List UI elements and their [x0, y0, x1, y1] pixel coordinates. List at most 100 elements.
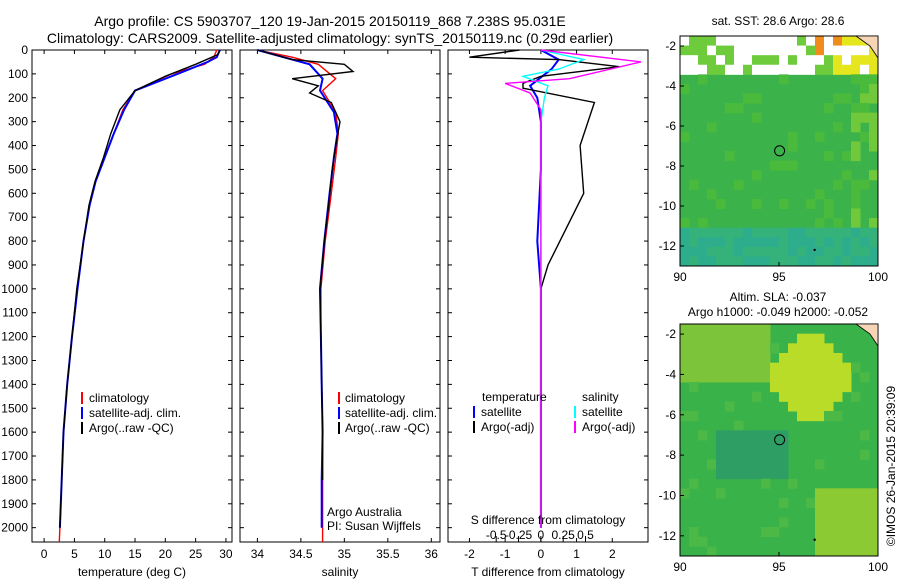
map-cell [770, 469, 780, 480]
map-cell [779, 55, 789, 66]
map-cell [860, 536, 870, 547]
map-cell [806, 227, 816, 238]
map-cell [689, 353, 699, 364]
map-cell [716, 333, 726, 344]
map-cell [860, 449, 870, 460]
map-cell [851, 208, 861, 219]
map-cell [725, 333, 735, 344]
map-cell [815, 64, 825, 75]
map-cell [815, 498, 825, 509]
map-cell [833, 122, 843, 133]
map-cell [851, 151, 861, 162]
map-cell [689, 237, 699, 248]
depth-tick-label: 100 [8, 67, 28, 81]
map-cell [698, 372, 708, 383]
x-tick-label: -1 [500, 547, 511, 561]
map-cell [734, 237, 744, 248]
map-cell [797, 237, 807, 248]
map-cell [725, 353, 735, 364]
map-cell [842, 64, 852, 75]
map-cell [761, 459, 771, 470]
map-cell [869, 93, 879, 104]
map-cell [833, 227, 843, 238]
map-cell [851, 36, 861, 47]
map-cell [860, 74, 870, 85]
depth-tick-label: 400 [8, 139, 28, 153]
map-cell [680, 488, 690, 499]
temperature-legend: climatology satellite-adj. clim. Argo(..… [81, 391, 181, 435]
map-cell [788, 45, 798, 56]
map-cell [869, 237, 879, 248]
map-cell [689, 246, 699, 257]
map-cell [707, 333, 717, 344]
map-cell [716, 64, 726, 75]
map-cell [833, 382, 843, 393]
map-cell [716, 198, 726, 209]
map-y-tick-label: -8 [665, 448, 676, 462]
map-cell [698, 353, 708, 364]
difference-panel-frame [447, 49, 649, 543]
map-cell [824, 353, 834, 364]
map-cell [725, 237, 735, 248]
map-cell [869, 170, 879, 181]
map-cell [770, 449, 780, 460]
salinity-panel-frame [239, 49, 441, 543]
map-x-tick-label: 90 [673, 560, 687, 574]
map-cell [698, 362, 708, 373]
map-cell [770, 382, 780, 393]
map-cell [716, 227, 726, 238]
map-cell [860, 93, 870, 104]
map-cell [815, 227, 825, 238]
map-cell [815, 55, 825, 66]
map-cell [761, 527, 771, 538]
sst-map-title: sat. SST: 28.6 Argo: 28.6 [712, 14, 845, 28]
map-cell [698, 343, 708, 354]
map-cell [842, 36, 852, 47]
map-cell [860, 507, 870, 518]
island-dot [813, 538, 816, 541]
map-cell [734, 440, 744, 451]
map-cell [770, 343, 780, 354]
map-cell [860, 83, 870, 94]
footer-stamp: ©IMOS 26-Jan-2015 20:39:09 [884, 386, 898, 547]
map-cell [743, 469, 753, 480]
map-cell [833, 498, 843, 509]
map-cell [725, 246, 735, 257]
map-cell [761, 64, 771, 75]
map-cell [815, 237, 825, 248]
map-cell [770, 459, 780, 470]
depth-tick-label: 1200 [1, 330, 28, 344]
map-cell [725, 430, 735, 441]
map-cell [707, 353, 717, 364]
map-cell [788, 160, 798, 171]
map-cell [689, 256, 699, 267]
map-cell [851, 218, 861, 229]
argo-location-marker [774, 145, 786, 157]
map-cell [680, 343, 690, 354]
x-tick-label: 0 [538, 547, 545, 561]
map-cell [689, 527, 699, 538]
map-cell [851, 391, 861, 402]
sla-map-subtitle: Argo h1000: -0.049 h2000: -0.052 [688, 305, 868, 319]
map-cell [716, 324, 726, 335]
map-cell [716, 343, 726, 354]
map-cell [869, 546, 879, 557]
map-cell [680, 256, 690, 267]
map-cell [716, 430, 726, 441]
map-cell [824, 45, 834, 56]
map-cell [788, 227, 798, 238]
map-cell [788, 64, 798, 75]
map-cell [707, 45, 717, 56]
map-cell [815, 362, 825, 373]
map-cell [833, 256, 843, 267]
map-cell [842, 372, 852, 383]
temperature-panel-frame [31, 49, 233, 543]
diff-legend-temp-satellite: satellite [481, 405, 522, 419]
map-cell [797, 372, 807, 383]
map-cell [779, 353, 789, 364]
s-tick-label: 0 [538, 528, 545, 542]
map-cell [743, 93, 753, 104]
map-cell [761, 469, 771, 480]
map-y-tick-label: -6 [665, 119, 676, 133]
depth-tick-label: 2000 [1, 521, 28, 535]
